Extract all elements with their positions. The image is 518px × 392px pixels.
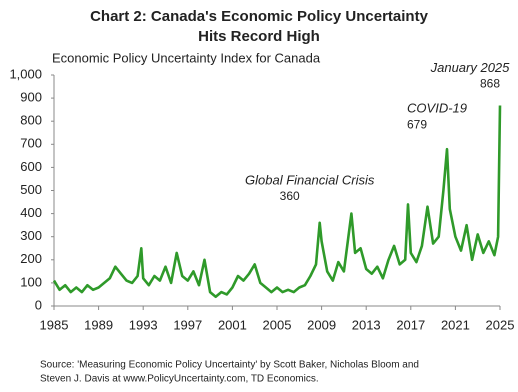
- y-tick-label: 100: [20, 274, 42, 289]
- x-tick-label: 2005: [263, 317, 292, 332]
- x-tick-label: 2017: [396, 317, 425, 332]
- chart-title: Chart 2: Canada's Economic Policy Uncert…: [90, 8, 428, 25]
- source: Source: 'Measuring Economic Policy Uncer…: [40, 360, 419, 371]
- y-tick-label: 1,000: [9, 66, 42, 81]
- y-tick-label: 300: [20, 228, 42, 243]
- subtitle: Economic Policy Uncertainty Index for Ca…: [52, 50, 321, 65]
- annotation: COVID-19: [407, 101, 467, 116]
- x-tick-label: 1989: [84, 317, 113, 332]
- x-tick-label: 1993: [129, 317, 158, 332]
- y-tick-label: 400: [20, 205, 42, 220]
- annotation-value: 679: [407, 117, 427, 131]
- y-tick-label: 0: [35, 297, 42, 312]
- y-tick-label: 700: [20, 136, 42, 151]
- x-tick-label: 1985: [40, 317, 69, 332]
- annotation: January 2025: [430, 60, 511, 75]
- x-tick-label: 2013: [352, 317, 381, 332]
- y-tick-label: 900: [20, 90, 42, 105]
- y-tick-label: 200: [20, 251, 42, 266]
- x-tick-label: 2009: [307, 317, 336, 332]
- annotation-value: 360: [280, 189, 300, 203]
- annotation: Global Financial Crisis: [245, 172, 375, 187]
- x-tick-label: 2021: [441, 317, 470, 332]
- source: Steven J. Davis at www.PolicyUncertainty…: [40, 374, 319, 385]
- y-tick-label: 500: [20, 182, 42, 197]
- chart-title: Hits Record High: [198, 28, 320, 45]
- x-tick-label: 2025: [486, 317, 515, 332]
- y-tick-label: 800: [20, 113, 42, 128]
- y-tick-label: 600: [20, 159, 42, 174]
- x-tick-label: 2001: [218, 317, 247, 332]
- annotation-value: 868: [480, 77, 500, 91]
- x-tick-label: 1997: [173, 317, 202, 332]
- line: [52, 105, 502, 299]
